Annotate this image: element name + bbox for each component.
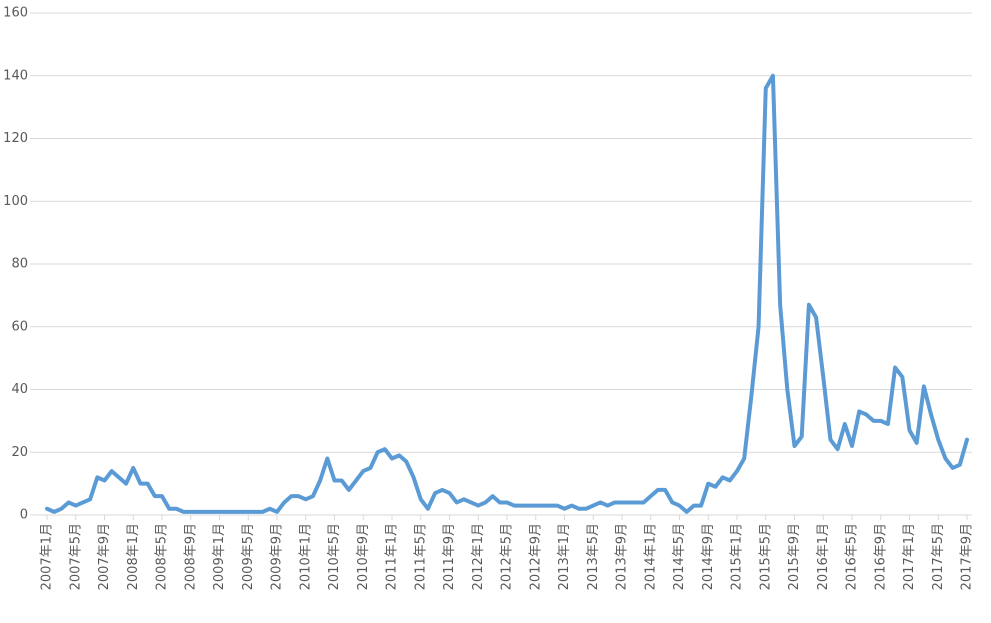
x-tick-label: 2015年9月 <box>787 523 802 590</box>
line-series <box>45 73 969 514</box>
x-tick-label: 2014年9月 <box>701 523 716 590</box>
y-tick-label: 80 <box>11 257 28 272</box>
x-tick-label: 2007年1月 <box>40 523 55 590</box>
x-tick-label: 2007年5月 <box>68 523 83 590</box>
y-tick-label: 100 <box>3 194 28 209</box>
x-tick-label: 2014年1月 <box>643 523 658 590</box>
y-tick-label: 20 <box>11 445 28 460</box>
x-tick-label: 2009年9月 <box>270 523 285 590</box>
x-tick-label: 2011年9月 <box>442 523 457 590</box>
y-tick-label: 60 <box>11 319 28 334</box>
x-tick-label: 2008年9月 <box>183 523 198 590</box>
x-tick-label: 2017年9月 <box>960 523 975 590</box>
x-tick-label: 2007年9月 <box>97 523 112 590</box>
y-tick-label: 0 <box>20 508 28 523</box>
x-tick-label: 2011年1月 <box>385 523 400 590</box>
x-tick-label: 2009年5月 <box>241 523 256 590</box>
y-tick-label: 160 <box>3 6 28 21</box>
x-tick-label: 2009年1月 <box>212 523 227 590</box>
y-tick-label: 120 <box>3 131 28 146</box>
x-tick-label: 2008年5月 <box>155 523 170 590</box>
x-tick-label: 2011年5月 <box>413 523 428 590</box>
x-tick-label: 2013年9月 <box>615 523 630 590</box>
x-tick-label: 2010年5月 <box>327 523 342 590</box>
y-tick-label: 40 <box>11 382 28 397</box>
x-tick-label: 2012年1月 <box>471 523 486 590</box>
x-tick-label: 2010年1月 <box>298 523 313 590</box>
x-tick-label: 2012年9月 <box>528 523 543 590</box>
x-tick-label: 2017年5月 <box>931 523 946 590</box>
x-tick-label: 2017年1月 <box>902 523 917 590</box>
y-tick-label: 140 <box>3 68 28 83</box>
x-tick-label: 2015年5月 <box>758 523 773 590</box>
x-tick-label: 2008年1月 <box>126 523 141 590</box>
x-tick-label: 2016年1月 <box>816 523 831 590</box>
x-tick-label: 2016年5月 <box>845 523 860 590</box>
x-tick-label: 2013年5月 <box>586 523 601 590</box>
x-tick-label: 2010年9月 <box>356 523 371 590</box>
x-tick-label: 2012年5月 <box>500 523 515 590</box>
x-tick-label: 2015年1月 <box>730 523 745 590</box>
x-tick-label: 2016年9月 <box>873 523 888 590</box>
x-tick-label: 2014年5月 <box>672 523 687 590</box>
x-tick-label: 2013年1月 <box>557 523 572 590</box>
